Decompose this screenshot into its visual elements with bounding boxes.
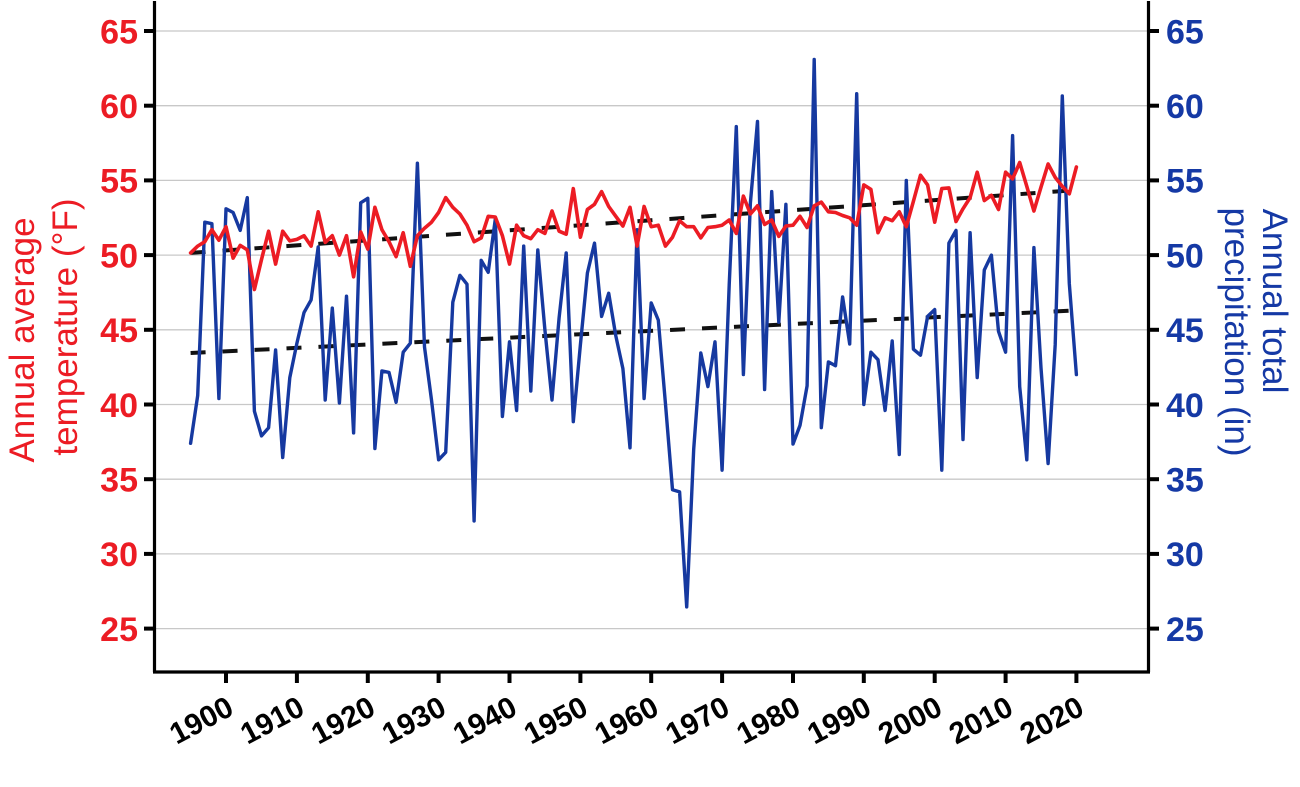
svg-text:Annual total: Annual total	[1255, 209, 1294, 394]
svg-text:55: 55	[100, 163, 138, 201]
svg-text:40: 40	[100, 387, 138, 425]
svg-text:60: 60	[1166, 88, 1204, 126]
svg-text:25: 25	[1166, 611, 1204, 649]
svg-text:35: 35	[100, 462, 138, 500]
svg-text:precipitation (in): precipitation (in)	[1217, 208, 1256, 457]
svg-text:65: 65	[1166, 13, 1204, 51]
svg-text:45: 45	[100, 312, 138, 350]
svg-text:50: 50	[100, 237, 138, 275]
svg-text:30: 30	[100, 536, 138, 574]
svg-text:40: 40	[1166, 387, 1204, 425]
svg-text:65: 65	[100, 13, 138, 51]
svg-text:temperature (°F): temperature (°F)	[46, 198, 85, 455]
svg-text:45: 45	[1166, 312, 1204, 350]
svg-text:60: 60	[100, 88, 138, 126]
svg-text:50: 50	[1166, 237, 1204, 275]
svg-text:25: 25	[100, 611, 138, 649]
svg-text:55: 55	[1166, 163, 1204, 201]
svg-text:35: 35	[1166, 462, 1204, 500]
svg-text:Annual average: Annual average	[3, 217, 42, 462]
svg-text:30: 30	[1166, 536, 1204, 574]
